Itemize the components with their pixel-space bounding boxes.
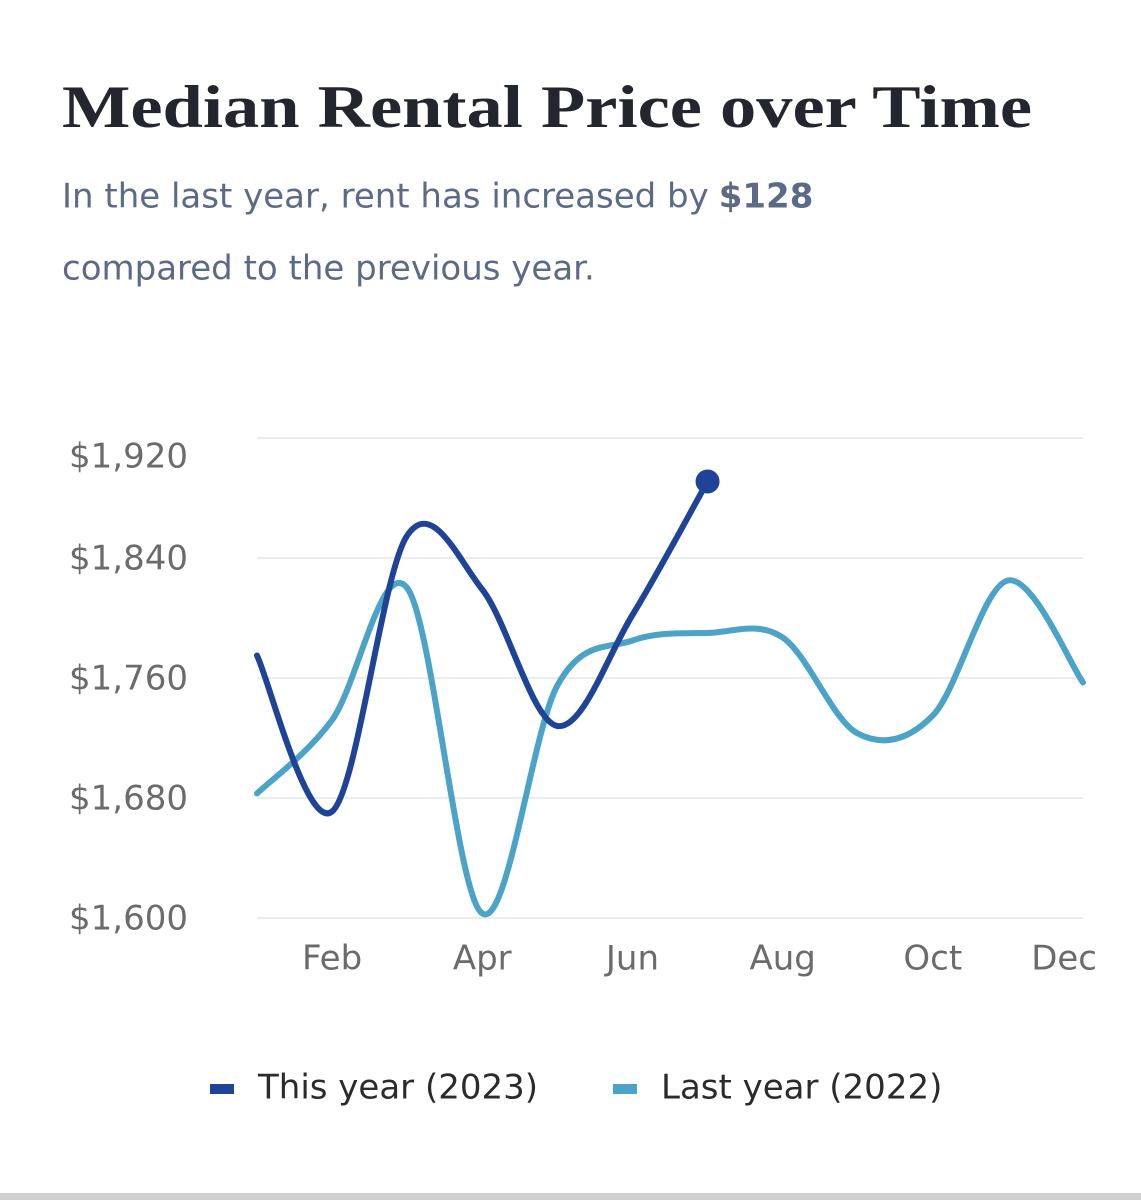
y-tick-label: $1,760 (69, 659, 188, 699)
x-tick-label: Feb (302, 939, 362, 979)
y-tick-label: $1,840 (69, 539, 188, 579)
y-tick-label: $1,600 (69, 899, 188, 939)
series-line (254, 577, 1086, 918)
end-point (695, 469, 720, 494)
x-tick-label: Jun (604, 939, 659, 979)
y-tick-label: $1,680 (69, 779, 188, 819)
x-tick-label: Oct (903, 939, 962, 979)
chart-title: Median Rental Price over Time (62, 74, 1032, 140)
x-tick-label: Apr (453, 939, 512, 979)
bottom-border (0, 1193, 1141, 1200)
subtitle: compared to the previous year. (62, 249, 595, 289)
legend-label: This year (2023) (257, 1068, 538, 1108)
legend-swatch (613, 1084, 637, 1094)
legend-swatch (210, 1084, 234, 1094)
subtitle: In the last year, rent has increased by (62, 177, 709, 217)
subtitle-highlight: $128 (719, 177, 814, 217)
x-tick-label: Aug (749, 939, 815, 979)
series-line (254, 478, 711, 817)
legend-label: Last year (2022) (661, 1068, 942, 1108)
y-tick-label: $1,920 (69, 437, 188, 477)
x-tick-label: Dec (1031, 939, 1097, 979)
